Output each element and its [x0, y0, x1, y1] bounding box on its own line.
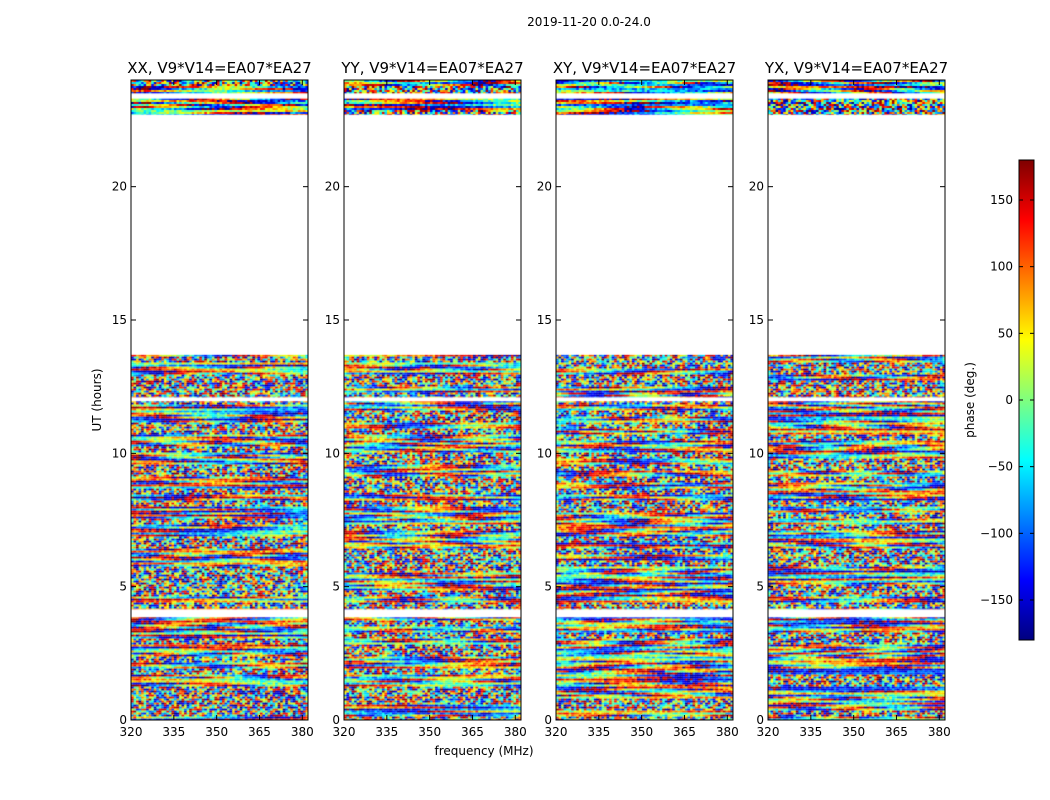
panel-4: YX, V9*V14=EA07*EA27 320 335 350 365 380 0 5 10 1… [749, 59, 951, 739]
y-tick-label: 0 [119, 713, 127, 727]
panel-title: YY, V9*V14=EA07*EA27 [340, 59, 523, 77]
x-tick-label: 320 [120, 725, 143, 739]
phase-image [344, 80, 521, 720]
x-tick-label: 365 [461, 725, 484, 739]
y-tick-label: 5 [756, 580, 764, 594]
y-tick-label: 15 [325, 313, 340, 327]
y-tick-label: 5 [119, 580, 127, 594]
y-tick-label: 5 [544, 580, 552, 594]
panel-title: XX, V9*V14=EA07*EA27 [127, 59, 311, 77]
phase-image [556, 80, 733, 720]
y-tick-label: 0 [544, 713, 552, 727]
x-tick-label: 320 [333, 725, 356, 739]
y-tick-label: 15 [537, 313, 552, 327]
y-tick-label: 0 [332, 713, 340, 727]
colorbar-tick-label: −50 [988, 460, 1013, 474]
axes-frame [130, 79, 309, 721]
phase-image [131, 80, 308, 720]
panel-title: XY, V9*V14=EA07*EA27 [553, 59, 736, 77]
phase-image [768, 80, 945, 720]
axes-frame [767, 79, 946, 721]
x-tick-label: 320 [545, 725, 568, 739]
y-tick-label: 20 [325, 180, 340, 194]
panels: XX, V9*V14=EA07*EA27 320 335 350 365 380 0 5 10 1… [112, 59, 951, 739]
y-tick-label: 20 [112, 180, 127, 194]
x-tick-label: 350 [842, 725, 865, 739]
x-tick-label: 380 [716, 725, 739, 739]
y-tick-label: 5 [332, 580, 340, 594]
x-tick-label: 335 [799, 725, 822, 739]
y-axis-label: UT (hours) [90, 368, 104, 431]
x-tick-label: 350 [418, 725, 441, 739]
x-tick-label: 380 [291, 725, 314, 739]
x-tick-label: 380 [928, 725, 951, 739]
colorbar-tick-label: −150 [980, 593, 1013, 607]
colorbar-tick-label: −100 [980, 526, 1013, 540]
x-tick-label: 365 [885, 725, 908, 739]
x-tick-label: 365 [673, 725, 696, 739]
y-tick-label: 10 [325, 446, 340, 460]
x-tick-label: 380 [504, 725, 527, 739]
axes-frame [343, 79, 522, 721]
figure-suptitle: 2019-11-20 0.0-24.0 [527, 15, 651, 29]
colorbar-tick-label: 0 [1005, 393, 1013, 407]
x-axis-label: frequency (MHz) [434, 744, 533, 758]
y-tick-label: 20 [537, 180, 552, 194]
y-tick-label: 10 [537, 446, 552, 460]
panel-3: XY, V9*V14=EA07*EA27 320 335 350 365 380 0 5 10 1… [537, 59, 739, 739]
colorbar-label: phase (deg.) [963, 362, 977, 438]
x-tick-label: 335 [587, 725, 610, 739]
x-tick-label: 335 [375, 725, 398, 739]
colorbar: −150 −100 −50 0 50 100 150 phase (deg.) [963, 159, 1035, 641]
panel-1: XX, V9*V14=EA07*EA27 320 335 350 365 380 0 5 10 1… [112, 59, 314, 739]
x-tick-label: 335 [162, 725, 185, 739]
colorbar-tick-label: 150 [990, 193, 1013, 207]
colorbar-tick-label: 50 [998, 326, 1013, 340]
x-tick-label: 350 [205, 725, 228, 739]
panel-2: YY, V9*V14=EA07*EA27 320 335 350 365 380 0 5 10 1… [325, 59, 527, 739]
y-tick-label: 0 [756, 713, 764, 727]
colorbar-tick-label: 100 [990, 260, 1013, 274]
x-tick-label: 365 [248, 725, 271, 739]
y-tick-label: 10 [112, 446, 127, 460]
axes-frame [555, 79, 734, 721]
y-tick-label: 20 [749, 180, 764, 194]
y-tick-label: 10 [749, 446, 764, 460]
panel-title: YX, V9*V14=EA07*EA27 [764, 59, 948, 77]
y-tick-label: 15 [749, 313, 764, 327]
colorbar-ticks: −150 −100 −50 0 50 100 150 [980, 193, 1034, 607]
x-tick-label: 320 [757, 725, 780, 739]
x-tick-label: 350 [630, 725, 653, 739]
y-tick-label: 15 [112, 313, 127, 327]
